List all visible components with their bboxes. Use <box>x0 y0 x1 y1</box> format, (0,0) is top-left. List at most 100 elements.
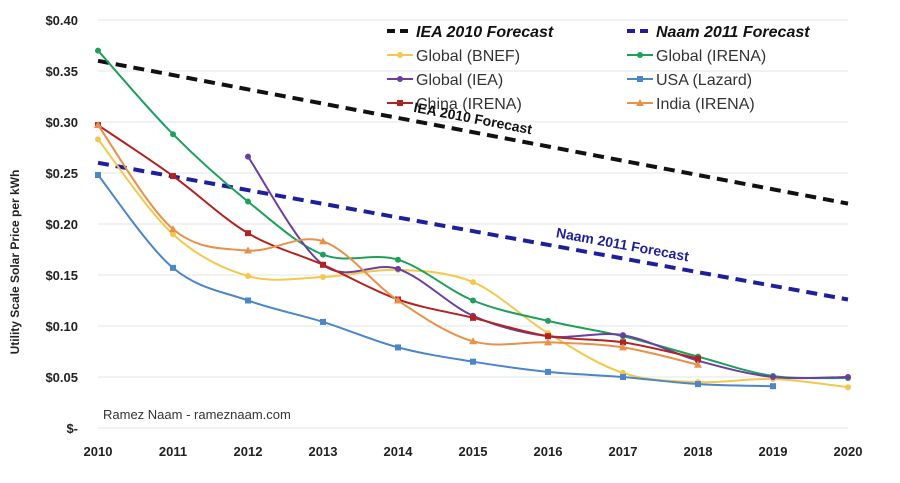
data-point <box>470 279 476 286</box>
legend-item-naam-2011-forecast: Naam 2011 Forecast <box>627 24 810 41</box>
legend-label: IEA 2010 Forecast <box>416 24 554 41</box>
data-point <box>845 384 851 391</box>
y-tick-label: $0.25 <box>45 166 78 181</box>
x-tick-label: 2011 <box>159 444 187 459</box>
data-point <box>319 237 327 245</box>
legend-label: Global (IRENA) <box>656 48 766 65</box>
y-tick-label: $0.40 <box>45 13 78 28</box>
credit-text: Ramez Naam - rameznaam.com <box>103 407 291 422</box>
data-point <box>245 198 251 205</box>
legend-marker <box>397 100 403 106</box>
data-point <box>170 264 176 271</box>
data-point <box>320 274 326 281</box>
series-usa-lazard <box>95 172 776 390</box>
forecast-annotation: Naam 2011 Forecast <box>555 224 691 264</box>
data-point <box>94 121 102 129</box>
series-line <box>97 124 699 360</box>
y-axis-ticks: $- $0.05 $0.10 $0.15 $0.20 $0.25 $0.30 $0.35 $0.… <box>45 13 78 436</box>
x-tick-label: 2014 <box>384 444 414 459</box>
legend-item-global-bnef: Global (BNEF) <box>387 48 520 65</box>
series-line <box>97 124 699 366</box>
series-line <box>97 58 849 206</box>
y-axis-label: Utility Scale Solar Price per kWh <box>8 170 22 355</box>
data-point <box>245 273 251 280</box>
data-point <box>320 261 326 268</box>
data-point <box>170 173 176 180</box>
y-tick-label: $0.35 <box>45 64 78 79</box>
data-point <box>170 131 176 138</box>
data-point <box>170 231 176 238</box>
legend-label: Naam 2011 Forecast <box>656 24 810 41</box>
y-tick-label: $0.30 <box>45 115 78 130</box>
data-point <box>770 374 776 380</box>
gridlines <box>98 19 848 429</box>
y-tick-label: $0.10 <box>45 319 78 334</box>
x-tick-label: 2010 <box>84 444 113 459</box>
legend-item-global-iea: Global (IEA) <box>387 72 503 89</box>
y-tick-label: $- <box>66 421 78 436</box>
data-point <box>320 318 326 325</box>
data-point <box>470 314 476 321</box>
series-iea-2010-forecast <box>97 58 849 206</box>
x-tick-label: 2013 <box>309 444 338 459</box>
data-point <box>245 297 251 304</box>
data-point <box>845 374 851 380</box>
x-tick-label: 2017 <box>609 444 638 459</box>
series-line <box>97 138 849 389</box>
data-point <box>394 296 402 304</box>
series-line <box>97 174 774 388</box>
series-global-bnef <box>95 136 851 391</box>
data-point <box>395 344 401 351</box>
legend-label: USA (Lazard) <box>656 72 752 89</box>
data-point <box>395 256 401 263</box>
data-point <box>244 246 252 254</box>
data-point <box>469 337 477 345</box>
data-point <box>95 172 101 179</box>
series-line <box>97 49 849 380</box>
data-point <box>395 265 401 272</box>
data-point <box>695 355 701 362</box>
legend-marker <box>397 76 403 82</box>
data-point <box>694 360 702 368</box>
legend-item-india-irena: India (IRENA) <box>627 96 755 113</box>
x-tick-label: 2019 <box>759 444 788 459</box>
legend-marker <box>637 76 643 82</box>
x-tick-label: 2015 <box>459 444 488 459</box>
data-point <box>245 153 251 160</box>
data-point <box>619 343 627 351</box>
data-point <box>320 251 326 258</box>
x-axis-ticks: 2010 2011 2012 2013 2014 2015 2016 2017 2018 2019… <box>84 444 863 459</box>
data-point <box>544 338 552 346</box>
data-point <box>95 47 101 54</box>
x-tick-label: 2012 <box>234 444 263 459</box>
data-point <box>545 368 551 375</box>
data-point <box>470 358 476 365</box>
legend: IEA 2010 Forecast Naam 2011 Forecast Globa… <box>387 24 810 113</box>
data-point <box>620 332 626 339</box>
legend-item-global-irena: Global (IRENA) <box>627 48 766 65</box>
x-tick-label: 2020 <box>834 444 863 459</box>
data-point <box>770 383 776 390</box>
legend-item-iea-2010-forecast: IEA 2010 Forecast <box>387 24 554 41</box>
legend-label: Global (IEA) <box>416 72 503 89</box>
y-tick-label: $0.05 <box>45 370 78 385</box>
data-point <box>545 333 551 340</box>
data-point <box>620 339 626 346</box>
legend-item-china-irena: China (IRENA) <box>387 96 522 113</box>
x-tick-label: 2018 <box>684 444 713 459</box>
data-point <box>169 225 177 233</box>
data-point <box>545 317 551 324</box>
y-tick-label: $0.15 <box>45 268 78 283</box>
data-point <box>620 374 626 380</box>
data-point <box>245 230 251 237</box>
data-point <box>95 136 101 143</box>
legend-item-usa-lazard: USA (Lazard) <box>627 72 752 89</box>
legend-marker <box>397 52 403 58</box>
legend-label: China (IRENA) <box>416 96 522 113</box>
y-tick-label: $0.20 <box>45 217 78 232</box>
data-point <box>695 381 701 388</box>
series-lines <box>94 47 851 391</box>
series-line <box>97 160 849 302</box>
